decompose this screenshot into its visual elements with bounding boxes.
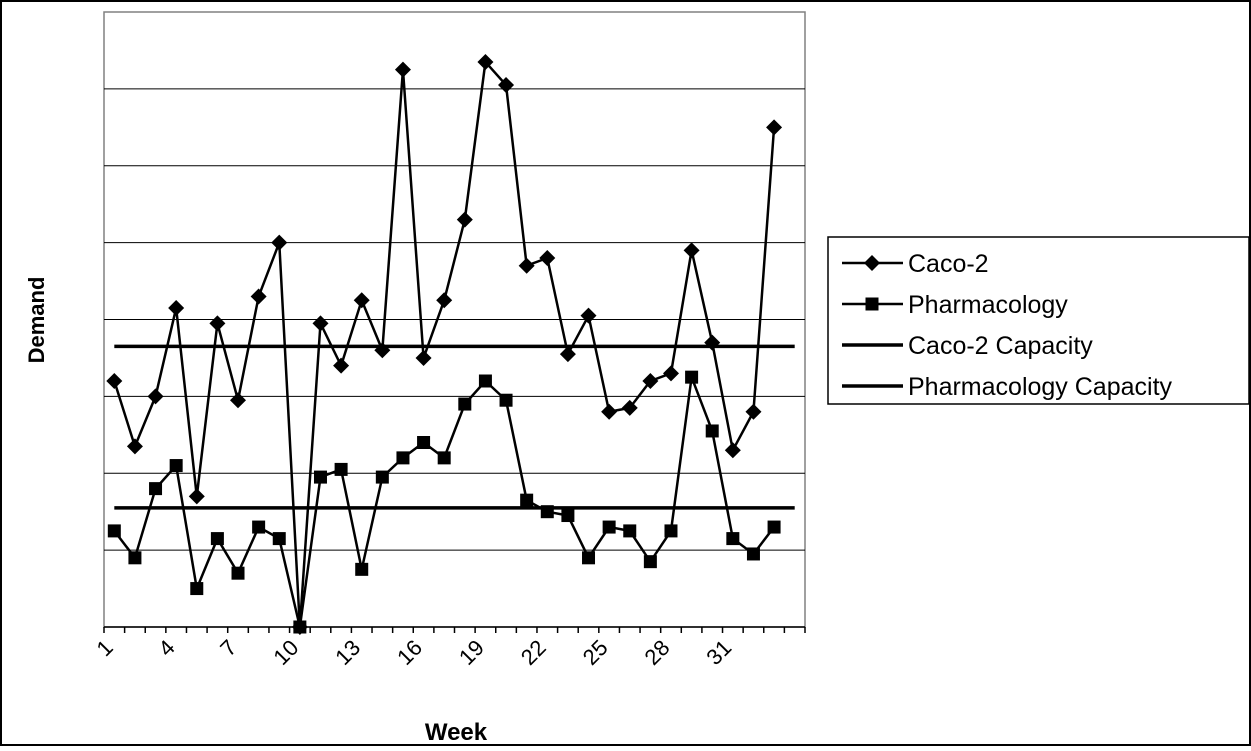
data-point-square	[643, 555, 657, 569]
data-point-square	[561, 509, 575, 523]
data-point-diamond	[312, 315, 329, 332]
data-point-diamond	[766, 119, 783, 136]
x-axis-label: Week	[425, 719, 488, 746]
legend-box	[827, 236, 1250, 405]
data-point-square	[190, 582, 204, 596]
data-point-diamond	[271, 234, 288, 251]
series-caco-2	[106, 53, 783, 635]
data-point-diamond	[642, 373, 659, 389]
series-layer	[106, 53, 795, 635]
data-point-square	[334, 462, 348, 476]
data-point-square	[458, 397, 472, 411]
data-point-square	[437, 451, 451, 465]
data-point-square	[375, 470, 389, 484]
data-point-diamond	[477, 53, 494, 70]
series-pharmacology	[107, 370, 781, 634]
data-point-square	[396, 451, 410, 465]
data-point-square	[705, 424, 719, 438]
data-point-square	[746, 547, 760, 561]
data-point-square	[293, 620, 307, 634]
data-point-diamond	[518, 257, 535, 274]
legend-label: Caco-2	[908, 250, 989, 278]
data-point-square	[726, 532, 740, 546]
data-point-diamond	[498, 77, 515, 94]
data-point-diamond	[745, 403, 762, 420]
data-point-diamond	[559, 346, 576, 363]
data-point-square	[169, 459, 183, 473]
data-point-diamond	[864, 255, 880, 271]
data-point-square	[623, 524, 637, 538]
data-point-square	[767, 520, 781, 534]
legend-item: Pharmacology	[842, 291, 1068, 319]
data-point-square	[499, 393, 513, 407]
data-point-diamond	[209, 315, 226, 332]
data-point-diamond	[662, 365, 679, 382]
data-point-diamond	[333, 357, 350, 374]
data-point-diamond	[683, 242, 700, 259]
data-point-diamond	[168, 299, 185, 316]
data-point-diamond	[126, 438, 143, 455]
data-point-square	[107, 524, 121, 538]
data-point-diamond	[353, 292, 370, 309]
data-point-diamond	[601, 403, 618, 420]
legend-item: Caco-2	[842, 250, 989, 278]
data-point-diamond	[106, 373, 123, 389]
data-point-square	[231, 566, 245, 580]
data-point-square	[272, 532, 286, 546]
legend: Caco-2 Pharmacology Caco-2 Capacity Pharmac…	[827, 236, 1250, 405]
data-point-square	[520, 493, 534, 507]
data-point-square	[313, 470, 327, 484]
data-point-square	[128, 551, 142, 565]
data-point-diamond	[188, 488, 205, 505]
data-point-diamond	[621, 399, 638, 416]
data-point-square	[582, 551, 596, 565]
gridlines	[104, 88, 805, 551]
data-point-diamond	[580, 307, 597, 324]
data-point-diamond	[456, 211, 473, 228]
data-point-square	[478, 374, 492, 388]
data-point-square	[865, 297, 879, 311]
data-point-diamond	[230, 392, 247, 409]
data-point-square	[252, 520, 266, 534]
legend-item: Caco-2 Capacity	[842, 332, 1093, 360]
legend-label: Caco-2 Capacity	[908, 332, 1093, 360]
data-point-square	[685, 370, 699, 384]
data-point-diamond	[724, 442, 741, 459]
legend-label: Pharmacology Capacity	[908, 373, 1173, 401]
data-point-diamond	[436, 292, 453, 309]
legend-label: Pharmacology	[908, 291, 1068, 319]
data-point-square	[602, 520, 616, 534]
data-point-square	[664, 524, 678, 538]
data-point-square	[355, 562, 369, 576]
data-point-diamond	[250, 288, 267, 305]
y-axis-label: Demand	[24, 277, 49, 364]
data-point-diamond	[394, 61, 411, 78]
data-point-square	[149, 482, 163, 496]
data-point-diamond	[147, 388, 164, 405]
x-axis	[103, 626, 806, 633]
data-point-square	[210, 532, 224, 546]
data-point-square	[417, 436, 431, 449]
legend-item: Pharmacology Capacity	[842, 373, 1173, 401]
data-point-diamond	[415, 349, 432, 366]
data-point-diamond	[539, 250, 556, 266]
